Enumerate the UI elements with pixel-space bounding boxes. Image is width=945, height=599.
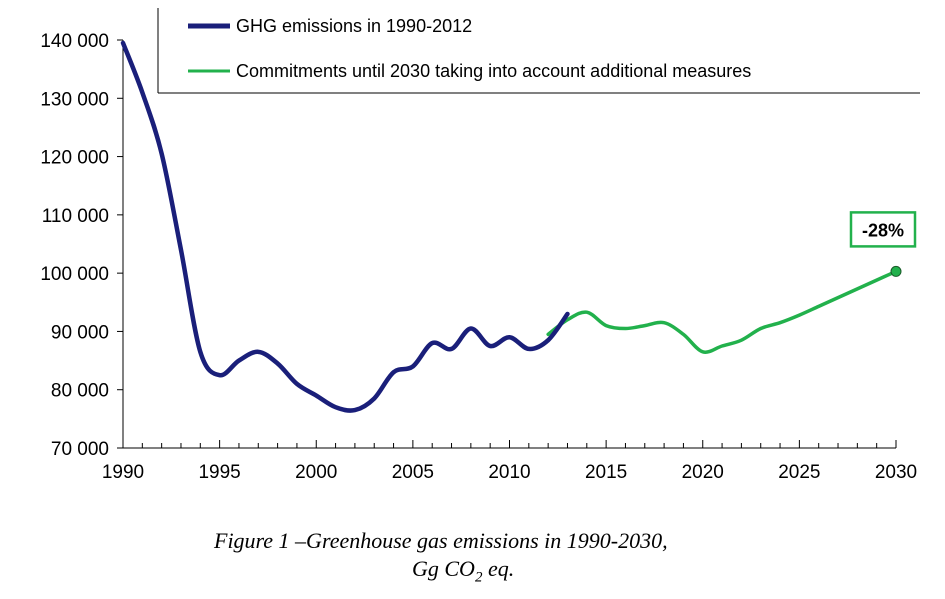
legend-label-series-1: GHG emissions in 1990-2012 bbox=[236, 16, 472, 36]
x-tick-label: 2005 bbox=[392, 462, 434, 483]
annotation-box bbox=[849, 211, 917, 248]
annotation-layer: -28% bbox=[849, 211, 917, 277]
figure-caption-line-1: Figure 1 –Greenhouse gas emissions in 19… bbox=[214, 528, 668, 553]
x-tick-label: 2020 bbox=[682, 462, 724, 483]
y-tick-label: 140 000 bbox=[40, 31, 109, 52]
x-ticks: 1990 1995 2000 2005 2010 2015 2020 2025 2030 bbox=[102, 440, 917, 483]
caption-unit-prefix: Gg CO bbox=[412, 556, 475, 581]
y-tick-label: 100 000 bbox=[40, 264, 109, 285]
y-tick-label: 130 000 bbox=[40, 89, 109, 110]
figure-caption-line-2: Gg CO2 eq. bbox=[0, 556, 945, 586]
series-layer bbox=[120, 40, 898, 413]
x-tick-label: 1990 bbox=[102, 462, 144, 483]
caption-unit-suffix: eq. bbox=[482, 556, 515, 581]
annotation-label: -28% bbox=[862, 220, 904, 240]
y-tick-label: 110 000 bbox=[42, 206, 109, 227]
x-tick-label: 2015 bbox=[585, 462, 627, 483]
y-ticks: 70 000 80 000 90 000 100 000 110 000 120 000 1… bbox=[40, 31, 123, 460]
series-line-commitments bbox=[546, 269, 898, 354]
axes bbox=[122, 40, 896, 449]
y-tick-label: 120 000 bbox=[40, 148, 109, 169]
x-tick-label: 2000 bbox=[295, 462, 337, 483]
x-tick-label: 2025 bbox=[778, 462, 820, 483]
x-tick-label: 2030 bbox=[875, 462, 917, 483]
y-tick-label: 90 000 bbox=[51, 322, 109, 343]
endpoint-marker bbox=[890, 265, 902, 277]
emissions-chart: GHG emissions in 1990-2012 Commitments u… bbox=[40, 8, 920, 483]
y-tick-label: 80 000 bbox=[51, 381, 109, 402]
x-tick-label: 1995 bbox=[198, 462, 240, 483]
y-tick-label: 70 000 bbox=[51, 439, 109, 460]
legend-label-series-2: Commitments until 2030 taking into accou… bbox=[236, 61, 751, 81]
legend: GHG emissions in 1990-2012 Commitments u… bbox=[157, 8, 920, 94]
caption-unit-subscript: 2 bbox=[474, 569, 483, 586]
x-tick-label: 2010 bbox=[488, 462, 530, 483]
series-line-historical bbox=[120, 40, 570, 413]
